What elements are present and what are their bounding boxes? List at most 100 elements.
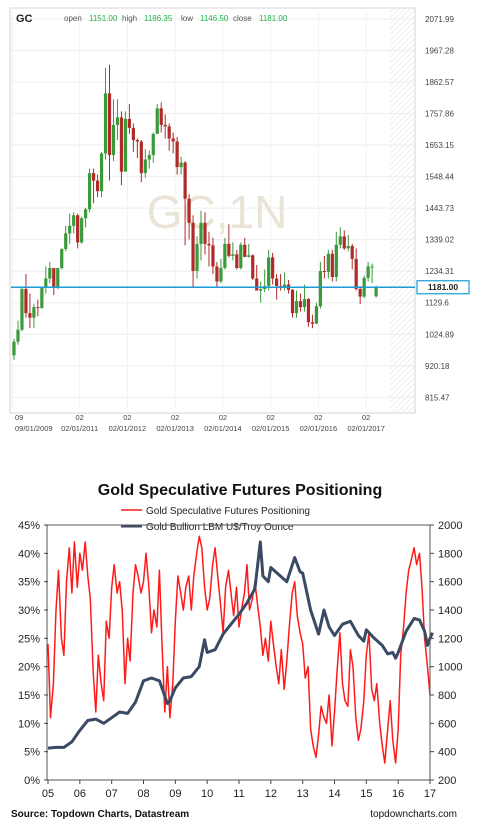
x-tick-top: 02 bbox=[75, 413, 83, 422]
x-tick-top: 02 bbox=[266, 413, 274, 422]
candle-body bbox=[115, 117, 120, 125]
last-price-tag-text: 1181.00 bbox=[428, 282, 459, 292]
candle-body bbox=[103, 93, 108, 154]
candle-body bbox=[231, 254, 235, 256]
candle-body bbox=[294, 301, 299, 314]
symbol-label: GC bbox=[16, 13, 33, 25]
x-tick-label: 05 bbox=[42, 788, 54, 800]
y-tick-label: 1548.44 bbox=[425, 173, 454, 182]
candle-body bbox=[302, 298, 307, 308]
candlestick-gridlines bbox=[11, 12, 415, 408]
left-tick-label: 10% bbox=[18, 718, 40, 730]
candle-body bbox=[167, 126, 171, 139]
positioning-chart: Gold Speculative Futures Positioning Gol… bbox=[11, 482, 462, 820]
y-tick-label: 1339.02 bbox=[425, 236, 454, 245]
candlestick-x-axis: 09 09/01/2009 02 02/01/2011 02 02/01/2012 02 02… bbox=[15, 413, 385, 433]
candle-body bbox=[306, 298, 311, 323]
y-tick-label: 2071.99 bbox=[425, 15, 454, 24]
candle-body bbox=[334, 244, 338, 278]
candle-body bbox=[255, 278, 259, 291]
y-tick-label: 1443.73 bbox=[425, 204, 454, 213]
candle-body bbox=[338, 236, 342, 245]
high-value: 1186.35 bbox=[144, 14, 173, 23]
x-tick-date: 02/01/2013 bbox=[156, 424, 194, 433]
candle-body bbox=[32, 307, 36, 318]
candle-body bbox=[175, 141, 179, 168]
candle-body bbox=[366, 266, 370, 278]
candle-body bbox=[282, 284, 287, 287]
candle-body bbox=[235, 254, 239, 268]
candle-body bbox=[48, 267, 52, 279]
left-tick-label: 20% bbox=[18, 662, 40, 674]
x-tick-label: 15 bbox=[360, 788, 372, 800]
candle-body bbox=[147, 155, 151, 160]
candle-body bbox=[187, 198, 191, 223]
source-note: Source: Topdown Charts, Datastream bbox=[11, 809, 189, 820]
candle-body bbox=[298, 301, 303, 308]
candle-body bbox=[99, 153, 104, 192]
x-tick-label: 14 bbox=[328, 788, 340, 800]
candle-body bbox=[322, 270, 326, 272]
candles bbox=[12, 64, 378, 360]
right-tick-label: 1000 bbox=[438, 662, 462, 674]
last-price-tag-box bbox=[416, 280, 470, 295]
candle-body bbox=[12, 341, 16, 356]
candle-body bbox=[310, 322, 315, 324]
y-tick-label: 920.18 bbox=[425, 362, 450, 371]
right-tick-label: 600 bbox=[438, 718, 456, 730]
candle-body bbox=[191, 222, 195, 271]
series-line-gold-price bbox=[47, 540, 434, 750]
series-line-positioning bbox=[47, 535, 431, 764]
x-tick-top: 09 bbox=[15, 413, 23, 422]
candle-body bbox=[183, 162, 187, 199]
candle-body bbox=[36, 307, 40, 309]
x-tick-label: 13 bbox=[297, 788, 309, 800]
left-tick-label: 45% bbox=[18, 520, 40, 532]
x-tick-top: 02 bbox=[362, 413, 370, 422]
candle-body bbox=[139, 141, 143, 174]
candle-body bbox=[107, 93, 112, 156]
y-tick-label: 1967.28 bbox=[425, 46, 454, 55]
candle-body bbox=[259, 289, 263, 291]
candle-body bbox=[195, 243, 199, 271]
candle-body bbox=[20, 289, 24, 330]
left-tick-label: 30% bbox=[18, 605, 40, 617]
candle-body bbox=[211, 245, 215, 267]
candle-body bbox=[314, 306, 318, 324]
candle-body bbox=[354, 258, 358, 290]
candlestick-y-axis: 2071.99 1967.28 1862.57 1757.86 1653.15 1548.… bbox=[425, 15, 454, 402]
watermark: GC,1N bbox=[147, 186, 288, 238]
x-tick-top: 02 bbox=[123, 413, 131, 422]
candle-body bbox=[179, 162, 183, 168]
right-tick-label: 2000 bbox=[438, 520, 462, 532]
candle-body bbox=[135, 139, 139, 142]
candle-body bbox=[16, 329, 20, 342]
x-tick-label: 07 bbox=[106, 788, 118, 800]
x-tick-label: 08 bbox=[137, 788, 149, 800]
x-tick-label: 12 bbox=[265, 788, 277, 800]
right-tick-label: 1400 bbox=[438, 605, 462, 617]
candle-body bbox=[219, 267, 223, 282]
candle-body bbox=[28, 313, 32, 318]
high-label: high bbox=[122, 14, 137, 23]
candle-body bbox=[84, 209, 88, 219]
candle-body bbox=[44, 278, 48, 288]
y-tick-label: 1757.86 bbox=[425, 110, 454, 119]
right-tick-label: 1600 bbox=[438, 577, 462, 589]
candle-body bbox=[64, 233, 68, 249]
right-tick-label: 1800 bbox=[438, 548, 462, 560]
candle-body bbox=[215, 266, 219, 282]
y-tick-label: 1862.57 bbox=[425, 78, 454, 87]
candle-body bbox=[68, 225, 72, 234]
candle-body bbox=[330, 253, 334, 278]
candle-body bbox=[171, 138, 175, 142]
candle-body bbox=[163, 124, 167, 127]
y-tick-label: 1024.89 bbox=[425, 330, 454, 339]
candle-body bbox=[95, 180, 100, 192]
x-tick-date: 02/01/2015 bbox=[252, 424, 290, 433]
x-tick-top: 02 bbox=[314, 413, 322, 422]
positioning-right-axis: 200 400 600 800 1000 1200 1400 1600 1800 2000 bbox=[430, 520, 462, 787]
legend-label-positioning: Gold Speculative Futures Positioning bbox=[146, 506, 310, 517]
y-tick-label: 815.47 bbox=[425, 393, 450, 402]
